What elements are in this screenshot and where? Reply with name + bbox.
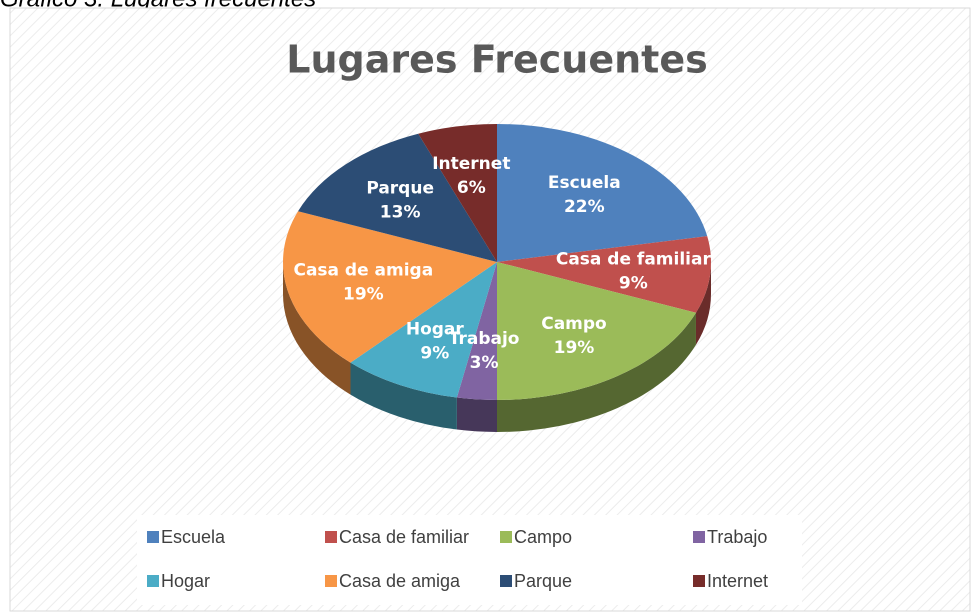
slice-value-label: 22% [564,197,605,217]
legend-label: Hogar [161,571,210,591]
legend-label: Trabajo [707,527,767,547]
legend-swatch [147,575,159,587]
slice-value-label: 9% [619,273,648,293]
legend-swatch [325,531,337,543]
legend-label: Campo [514,527,572,547]
slice-value-label: 19% [554,338,595,358]
legend-swatch [147,531,159,543]
slice-label: Hogar [406,320,465,340]
slice [497,124,708,262]
legend-swatch [500,531,512,543]
legend-swatch [693,575,705,587]
slice [497,236,711,313]
slice [298,133,497,262]
slice-side [283,262,351,395]
slice-value-label: 6% [457,178,486,198]
slice-side [497,312,696,432]
legend-label: Casa de familiar [339,527,469,547]
slice-label: Casa de familiar [556,249,712,269]
slice-value-label: 9% [420,344,449,364]
slice-value-label: 19% [343,284,384,304]
slice-label: Campo [541,314,607,334]
slice-label: Internet [432,154,510,174]
slice-label: Casa de amiga [293,260,433,280]
slice-value-label: 13% [380,203,421,223]
slice [350,262,497,398]
slice-side [456,397,497,432]
slice [497,262,696,400]
legend-label: Internet [707,571,768,591]
slice-side [350,362,457,430]
slice-label: Trabajo [449,329,520,349]
slice-label: Parque [366,179,434,199]
legend-swatch [500,575,512,587]
legend-box [137,515,802,605]
slice [283,211,497,363]
slice-value-label: 3% [470,353,499,373]
chart-title: Lugares Frecuentes [286,38,707,82]
slice-label: Escuela [548,173,621,193]
legend-swatch [325,575,337,587]
legend-swatch [693,531,705,543]
slice [456,262,497,400]
legend-label: Parque [514,571,572,591]
slice [418,124,497,262]
legend-label: Casa de amiga [339,571,461,591]
slice-side [695,262,711,345]
legend-label: Escuela [161,527,226,547]
